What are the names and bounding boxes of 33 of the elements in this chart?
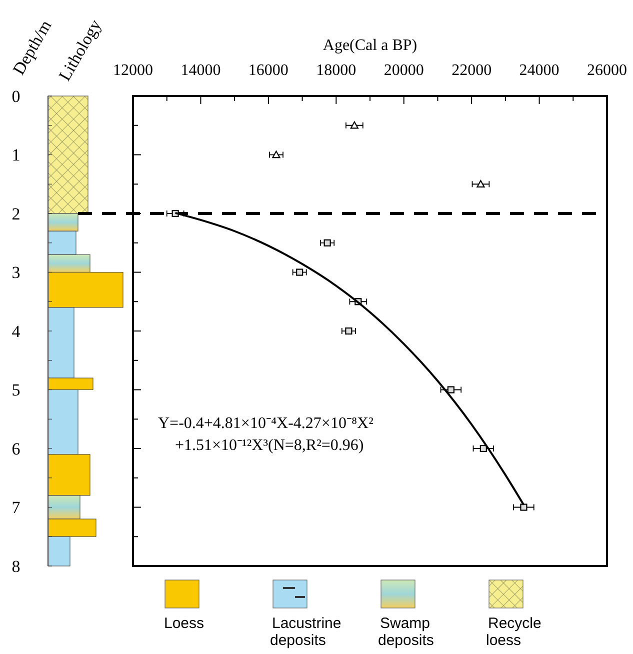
annotation: Y=-0.4+4.81×10⁻⁴X-4.27×10⁻⁸X² (158, 415, 374, 432)
point (350, 121, 358, 129)
point (345, 327, 352, 335)
point (520, 504, 528, 511)
y-tick-label: 6 (12, 439, 20, 458)
x-tick-label: 22000 (452, 62, 492, 79)
x-tick-label: 12000 (113, 62, 153, 79)
y-tick-label: 1 (12, 146, 20, 165)
y-tick-label: 2 (12, 204, 20, 224)
x-tick-label: 26000 (587, 62, 627, 79)
point (480, 444, 487, 452)
point (476, 180, 485, 188)
y-tick-label: 8 (12, 556, 20, 576)
annotation: +1.51×10⁻¹²X³(N=8,R²=0.96) (175, 437, 364, 454)
text: Swamp deposits (378, 615, 434, 649)
x-tick-label: 18000 (316, 62, 356, 79)
x-tick-label: 16000 (248, 62, 288, 79)
x-tick-label: 20000 (384, 62, 424, 79)
point (324, 239, 331, 246)
point (447, 386, 454, 394)
text: Loess (164, 615, 204, 632)
y-tick-label: 4 (12, 322, 21, 341)
y-tick-label: 3 (12, 263, 20, 282)
x-axis-title: Age(Cal a BP) (322, 37, 418, 54)
text: Lacustrine deposits (270, 615, 342, 649)
y-tick-label: 5 (12, 380, 20, 400)
point (296, 268, 304, 276)
y-tick-label: 7 (12, 498, 21, 518)
point (272, 150, 280, 158)
text: Recycle loess (486, 615, 542, 649)
x-tick-label: 24000 (519, 62, 560, 79)
y-tick-label: 0 (12, 86, 20, 106)
x-tick-label: 14000 (180, 62, 221, 79)
